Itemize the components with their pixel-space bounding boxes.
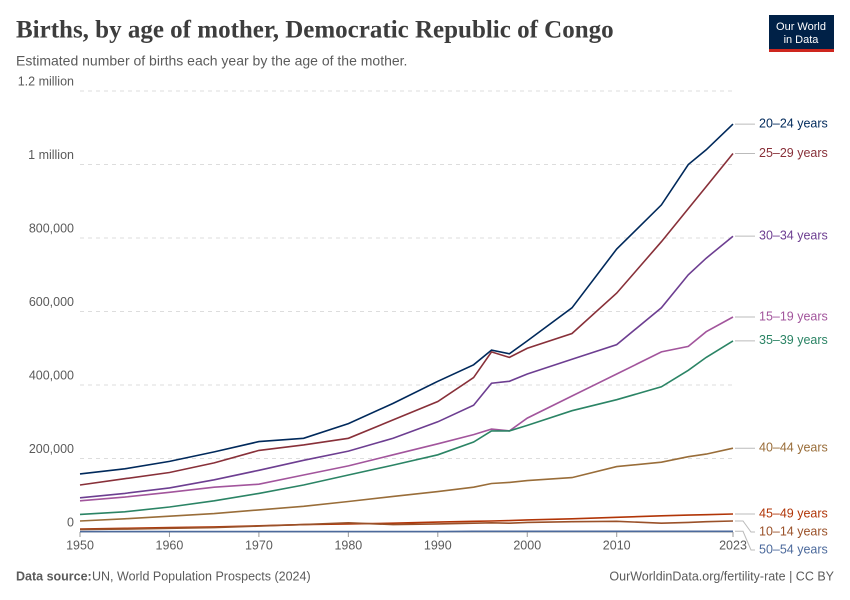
- series-line: [79, 447, 734, 522]
- series-line: [79, 235, 734, 499]
- label-connector: [735, 530, 755, 551]
- source: UN, World Population Prospects (2024): [92, 569, 311, 583]
- legend-label: 10–14 years: [759, 524, 828, 538]
- series-line: [79, 316, 734, 502]
- legend-label: 35–39 years: [759, 333, 828, 347]
- x-tick-label: 2000: [513, 538, 541, 552]
- x-tick-label: 1980: [334, 538, 362, 552]
- series-line: [79, 520, 734, 531]
- x-tick-label: 2010: [603, 538, 631, 552]
- x-tick-label: 1970: [245, 538, 273, 552]
- chart-title: Births, by age of mother, Democratic Rep…: [16, 17, 614, 44]
- legend-label: 25–29 years: [759, 146, 828, 160]
- logo-bar: [769, 49, 834, 52]
- legend-label: 50–54 years: [759, 542, 828, 556]
- y-tick-label: 400,000: [29, 368, 74, 382]
- x-tick-label: 1960: [156, 538, 184, 552]
- series-line: [79, 340, 734, 516]
- logo: [769, 15, 834, 52]
- series-line: [79, 123, 734, 475]
- legend-label: 40–44 years: [759, 441, 828, 455]
- series-line: [79, 152, 734, 486]
- y-tick-label: 600,000: [29, 295, 74, 309]
- logo-text: Our World: [776, 21, 826, 33]
- label-connector: [735, 520, 755, 533]
- y-tick-label: 200,000: [29, 442, 74, 456]
- x-tick-label: 1990: [424, 538, 452, 552]
- y-tick-label: 1 million: [28, 148, 74, 162]
- legend-label: 45–49 years: [759, 506, 828, 520]
- y-tick-label: 0: [67, 515, 74, 529]
- legend-label: 30–34 years: [759, 228, 828, 242]
- legend-label: 15–19 years: [759, 309, 828, 323]
- x-tick-label: 1950: [66, 538, 94, 552]
- legend-label: 20–24 years: [759, 116, 828, 130]
- y-tick-label: 800,000: [29, 221, 74, 235]
- chart-subtitle: Estimated number of births each year by …: [16, 53, 407, 69]
- logo-text: in Data: [784, 34, 820, 46]
- x-tick-label: 2023: [719, 538, 747, 552]
- footer: OurWorldinData.org/fertility-rate | CC B…: [609, 569, 834, 583]
- source-label: Data source:: [16, 569, 92, 583]
- y-tick-label: 1.2 million: [18, 74, 74, 88]
